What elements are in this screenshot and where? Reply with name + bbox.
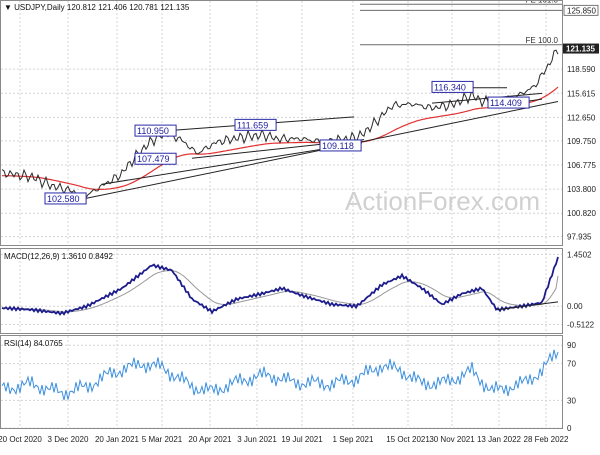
price-callout-label: 110.950 bbox=[137, 126, 169, 136]
rsi-y-tick-label: 30 bbox=[567, 396, 576, 405]
rsi-y-tick-label: 0 bbox=[567, 424, 572, 433]
price-callout-label: 102.580 bbox=[47, 194, 80, 204]
rsi-line bbox=[1, 349, 559, 401]
rsi-y-tick-label: 90 bbox=[567, 341, 576, 350]
price-line bbox=[1, 49, 559, 200]
x-tick-label: 20 Jan 2021 bbox=[95, 435, 140, 444]
price-y-tick-label: 100.820 bbox=[567, 209, 596, 218]
price-callout-box bbox=[134, 152, 177, 165]
last-price-tag bbox=[563, 43, 599, 54]
price-y-tick-label: 103.800 bbox=[567, 185, 596, 194]
x-tick-label: 5 Mar 2021 bbox=[142, 435, 183, 444]
trendline bbox=[101, 142, 363, 185]
price-callout-box bbox=[487, 96, 530, 109]
fe-label: FE 161.8 bbox=[526, 0, 559, 4]
price-pane bbox=[0, 0, 563, 246]
rsi-pane-title: RSI(14) 84.0765 bbox=[4, 339, 63, 348]
price-callout-label: 116.340 bbox=[434, 82, 466, 92]
fe-price-tag bbox=[563, 4, 599, 16]
x-tick-label: 19 Jul 2021 bbox=[281, 435, 323, 444]
x-tick-label: 13 Jan 2022 bbox=[477, 435, 522, 444]
x-tick-label: 28 Feb 2022 bbox=[524, 435, 569, 444]
price-callout-label: 109.118 bbox=[322, 141, 354, 151]
x-tick-label: 30 Nov 2021 bbox=[429, 435, 475, 444]
macd-line bbox=[1, 256, 559, 316]
price-y-tick-label: 97.935 bbox=[567, 233, 592, 242]
price-y-tick-label: 112.650 bbox=[567, 113, 596, 122]
price-callout-box bbox=[134, 124, 177, 137]
x-tick-label: 3 Dec 2020 bbox=[48, 435, 89, 444]
price-title: USDJPY,Daily bbox=[14, 3, 65, 12]
price-callout-box bbox=[319, 139, 362, 152]
price-pane-title: ▼ USDJPY,Daily 120.812 121.406 120.781 1… bbox=[4, 3, 190, 12]
price-y-tick-label: 115.615 bbox=[567, 89, 596, 98]
x-tick-label: 1 Sep 2021 bbox=[333, 435, 374, 444]
price-callout-label: 114.409 bbox=[490, 98, 522, 108]
x-tick-label: 20 Apr 2021 bbox=[188, 435, 232, 444]
last-price-label: 121.135 bbox=[566, 45, 595, 54]
macd-y-tick-label: 1.4502 bbox=[567, 250, 592, 259]
price-callout-label: 107.479 bbox=[137, 154, 170, 164]
macd-y-tick-label: 0.00 bbox=[567, 302, 583, 311]
rsi-y-tick-label: 70 bbox=[567, 360, 576, 369]
fe-price-label: 125.850 bbox=[567, 6, 596, 15]
axis-layer: 20 Oct 2020 3 Dec 2020 20 Jan 2021 5 Mar 20… bbox=[0, 43, 599, 444]
price-callout-box bbox=[44, 192, 87, 205]
price-y-tick-label: 109.750 bbox=[567, 137, 596, 146]
trendline bbox=[431, 92, 543, 104]
macd-trendline bbox=[496, 301, 559, 311]
price-title-arrow: ▼ bbox=[4, 3, 14, 12]
price-y-tick-label: 106.775 bbox=[567, 161, 596, 170]
x-tick-label: 3 Jun 2021 bbox=[237, 435, 277, 444]
ohlc-readout: 120.812 121.406 120.781 121.135 bbox=[67, 3, 190, 12]
rsi-pane bbox=[0, 335, 563, 429]
price-callout-label: 111.659 bbox=[237, 120, 268, 130]
moving-average-line bbox=[2, 86, 559, 190]
price-callout-box bbox=[234, 118, 277, 131]
fe-label: FE 100.0 bbox=[526, 36, 559, 45]
x-tick-label: 15 Oct 2021 bbox=[386, 435, 430, 444]
macd-signal-line bbox=[2, 270, 559, 313]
watermark: ActionForex.com bbox=[345, 186, 540, 216]
x-tick-label: 20 Oct 2020 bbox=[0, 435, 42, 444]
macd-pane-title: MACD(12,26,9) 1.3610 0.8492 bbox=[4, 252, 114, 261]
series-layer bbox=[1, 49, 559, 401]
price-callout-box bbox=[431, 80, 474, 93]
annotation-layer: FE 161.8 125.850 FE 100.0 102.580 110.950 107… bbox=[44, 0, 599, 311]
price-y-tick-label: 118.590 bbox=[567, 65, 596, 74]
macd-pane bbox=[0, 248, 563, 334]
macd-y-tick-label: -0.5122 bbox=[567, 320, 595, 329]
